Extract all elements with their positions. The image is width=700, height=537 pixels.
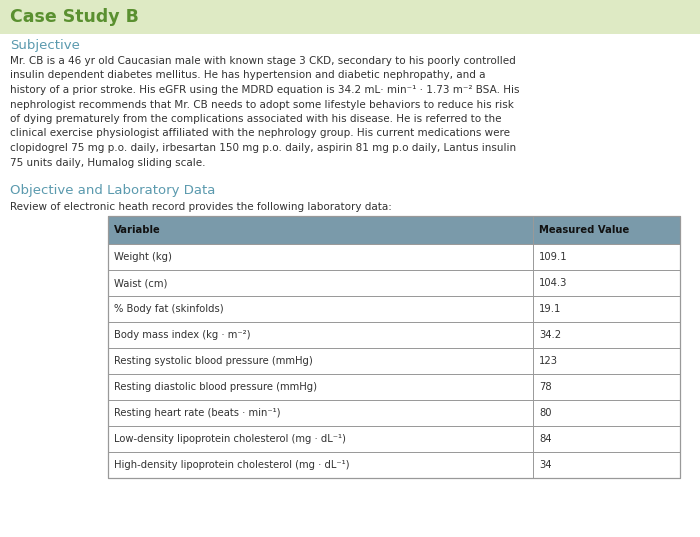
Bar xyxy=(108,270,680,296)
Text: history of a prior stroke. His eGFR using the MDRD equation is 34.2 mL· min⁻¹ · : history of a prior stroke. His eGFR usin… xyxy=(10,85,519,95)
Text: 78: 78 xyxy=(539,382,552,392)
Text: Resting heart rate (beats · min⁻¹): Resting heart rate (beats · min⁻¹) xyxy=(114,408,281,418)
Bar xyxy=(108,348,680,374)
Text: Weight (kg): Weight (kg) xyxy=(114,252,172,262)
Text: 75 units daily, Humalog sliding scale.: 75 units daily, Humalog sliding scale. xyxy=(10,157,206,168)
Text: 109.1: 109.1 xyxy=(539,252,568,262)
Bar xyxy=(108,322,680,348)
Bar xyxy=(108,244,680,270)
Text: High-density lipoprotein cholesterol (mg · dL⁻¹): High-density lipoprotein cholesterol (mg… xyxy=(114,460,349,470)
Text: 123: 123 xyxy=(539,356,558,366)
Text: Subjective: Subjective xyxy=(10,39,80,52)
Text: Review of electronic heath record provides the following laboratory data:: Review of electronic heath record provid… xyxy=(10,202,392,212)
Text: % Body fat (skinfolds): % Body fat (skinfolds) xyxy=(114,304,223,314)
Text: Variable: Variable xyxy=(114,225,161,235)
Bar xyxy=(0,0,700,34)
Bar xyxy=(108,216,680,244)
Text: clinical exercise physiologist affiliated with the nephrology group. His current: clinical exercise physiologist affiliate… xyxy=(10,128,510,139)
Text: Waist (cm): Waist (cm) xyxy=(114,278,167,288)
Text: Measured Value: Measured Value xyxy=(539,225,629,235)
Text: Objective and Laboratory Data: Objective and Laboratory Data xyxy=(10,184,216,197)
Bar xyxy=(108,452,680,478)
Text: 19.1: 19.1 xyxy=(539,304,561,314)
Text: 34.2: 34.2 xyxy=(539,330,561,340)
Text: 84: 84 xyxy=(539,434,552,444)
Text: clopidogrel 75 mg p.o. daily, irbesartan 150 mg p.o. daily, aspirin 81 mg p.o da: clopidogrel 75 mg p.o. daily, irbesartan… xyxy=(10,143,516,153)
Text: Resting diastolic blood pressure (mmHg): Resting diastolic blood pressure (mmHg) xyxy=(114,382,317,392)
Bar xyxy=(108,296,680,322)
Text: Case Study B: Case Study B xyxy=(10,8,139,26)
Text: Body mass index (kg · m⁻²): Body mass index (kg · m⁻²) xyxy=(114,330,251,340)
Bar xyxy=(108,216,680,478)
Bar xyxy=(108,426,680,452)
Bar xyxy=(108,374,680,400)
Text: Mr. CB is a 46 yr old Caucasian male with known stage 3 CKD, secondary to his po: Mr. CB is a 46 yr old Caucasian male wit… xyxy=(10,56,516,66)
Text: 34: 34 xyxy=(539,460,552,470)
Text: nephrologist recommends that Mr. CB needs to adopt some lifestyle behaviors to r: nephrologist recommends that Mr. CB need… xyxy=(10,99,514,110)
Bar xyxy=(108,400,680,426)
Text: 80: 80 xyxy=(539,408,552,418)
Text: insulin dependent diabetes mellitus. He has hypertension and diabetic nephropath: insulin dependent diabetes mellitus. He … xyxy=(10,70,486,81)
Text: Resting systolic blood pressure (mmHg): Resting systolic blood pressure (mmHg) xyxy=(114,356,313,366)
Text: of dying prematurely from the complications associated with his disease. He is r: of dying prematurely from the complicati… xyxy=(10,114,501,124)
Text: Low-density lipoprotein cholesterol (mg · dL⁻¹): Low-density lipoprotein cholesterol (mg … xyxy=(114,434,346,444)
Text: 104.3: 104.3 xyxy=(539,278,568,288)
